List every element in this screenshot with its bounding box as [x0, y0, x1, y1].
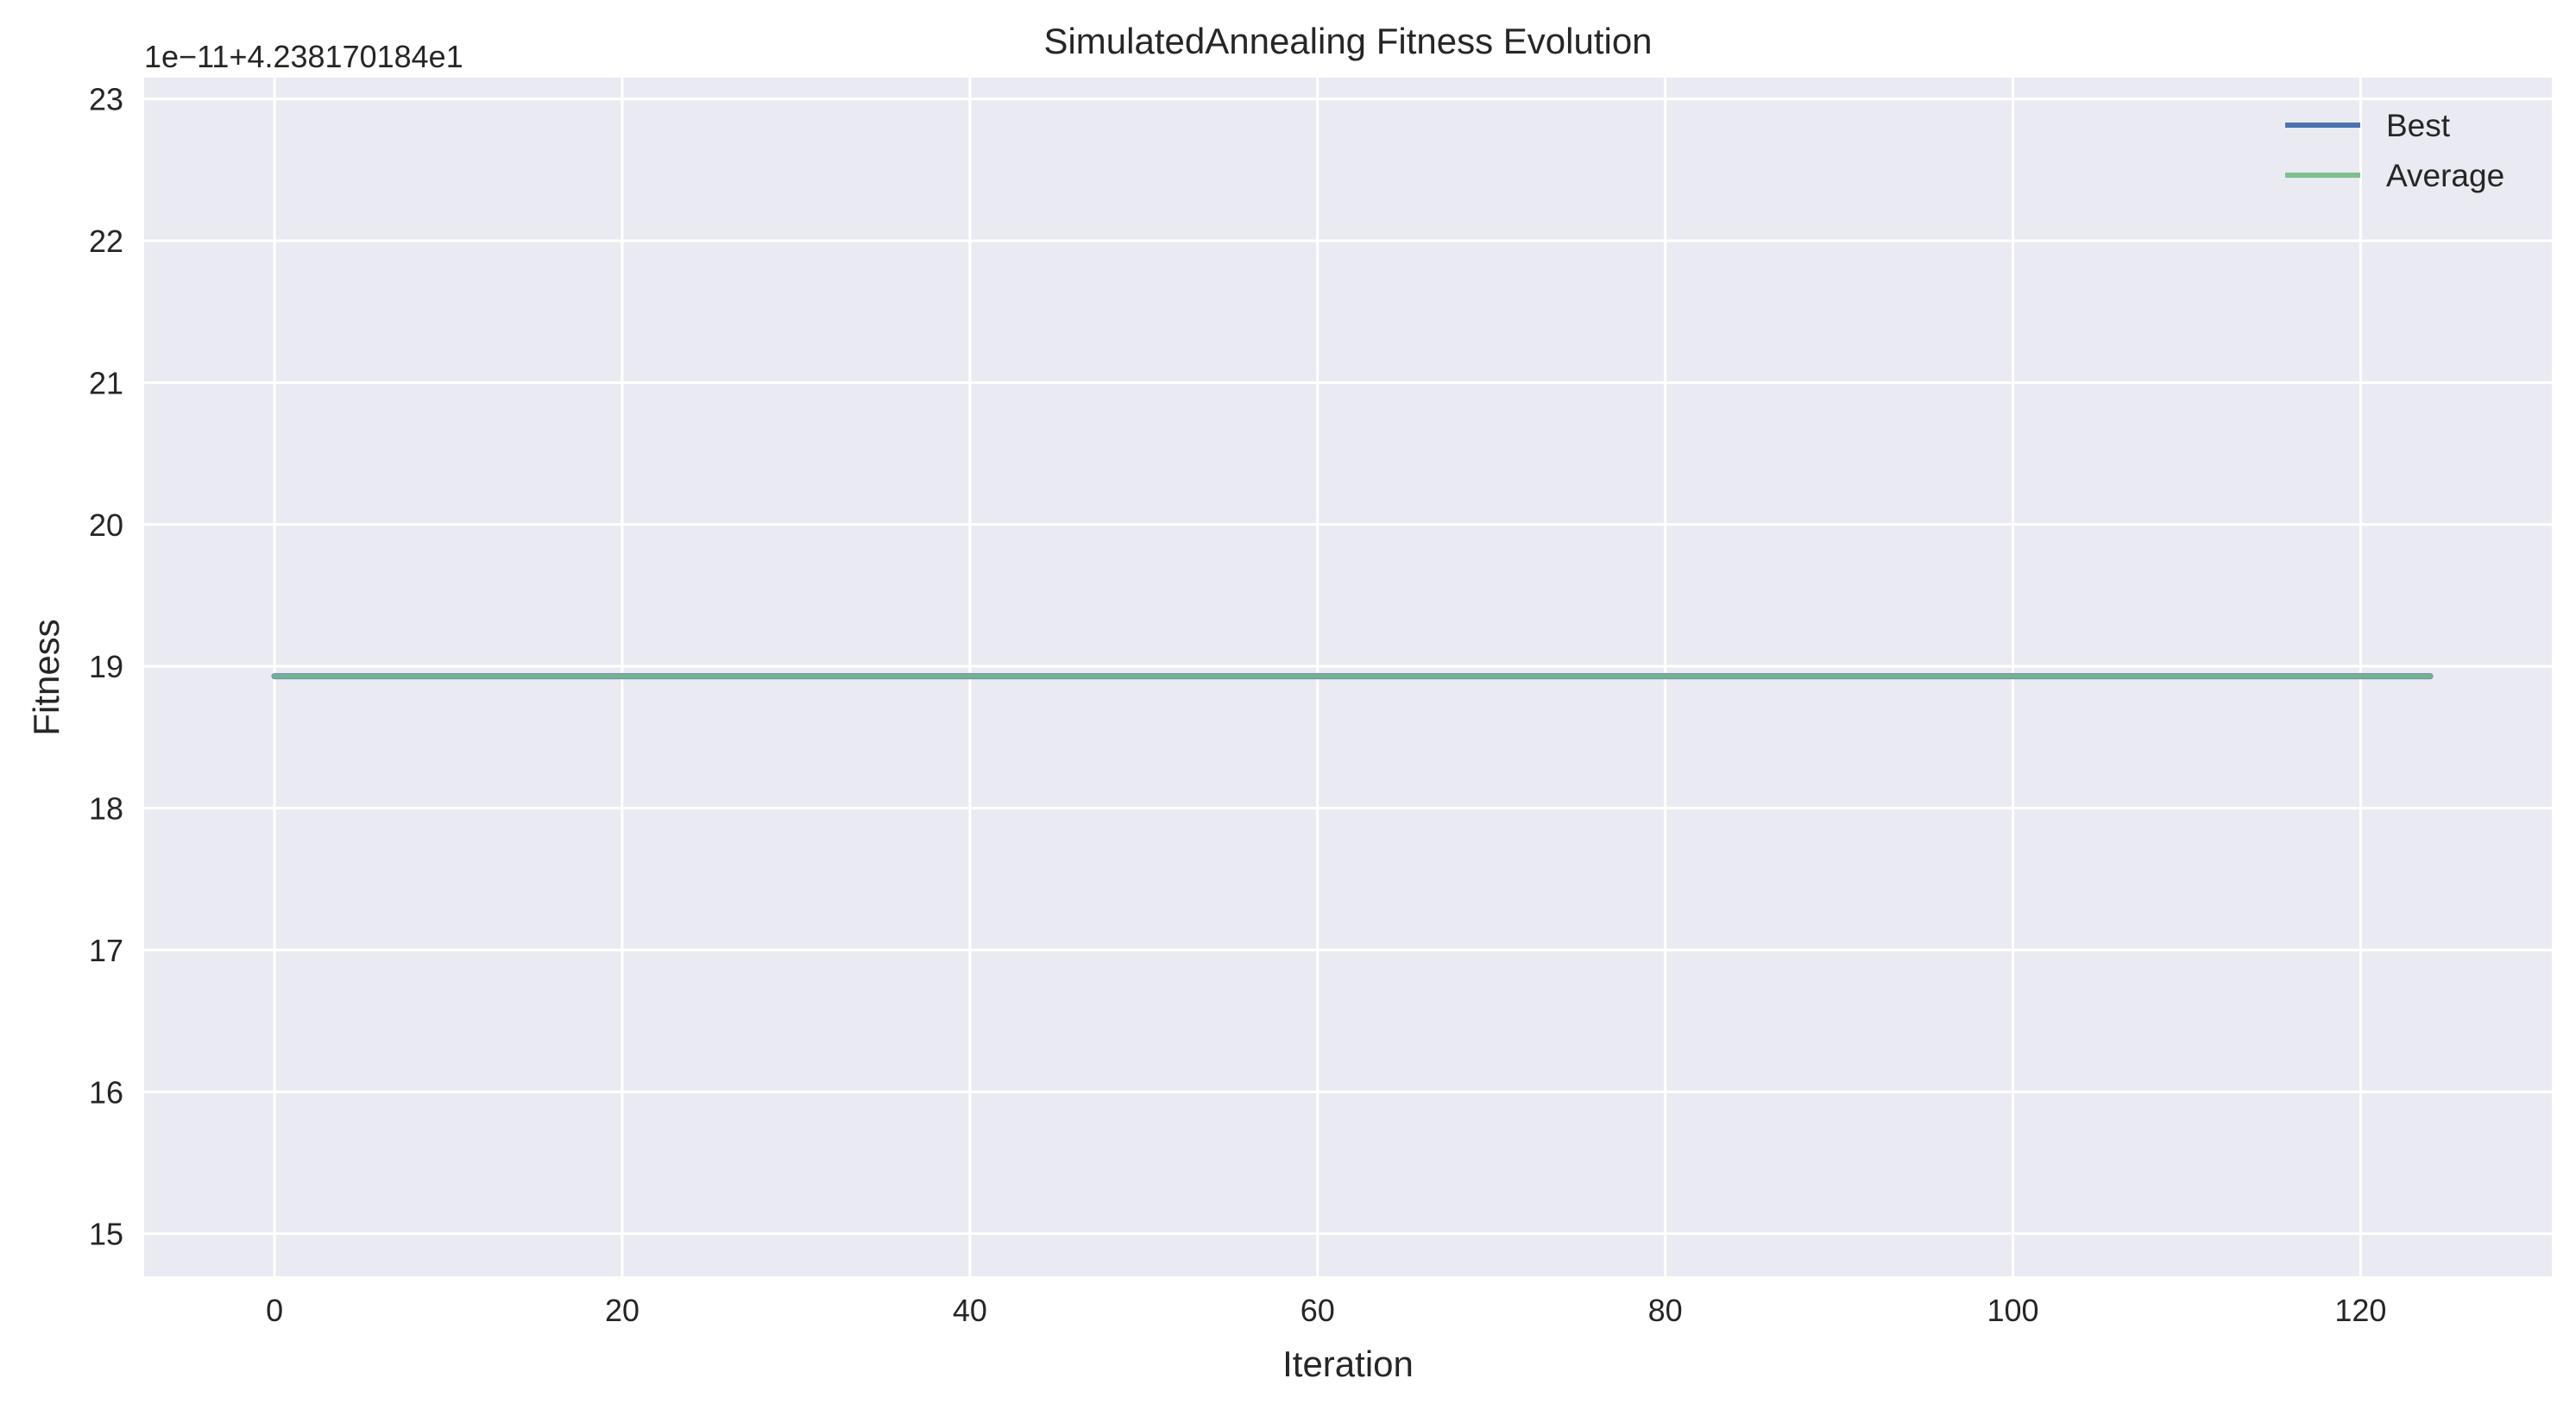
x-axis-label: Iteration	[1282, 1344, 1414, 1384]
legend-label: Average	[2386, 158, 2504, 193]
y-tick-label: 22	[89, 223, 123, 259]
y-tick-label: 18	[89, 791, 123, 827]
y-tick-label: 21	[89, 365, 123, 400]
legend-label: Best	[2386, 108, 2451, 143]
grid	[144, 78, 2552, 1276]
legend: Best Average	[2285, 108, 2504, 193]
y-tick-label: 23	[89, 82, 123, 117]
x-tick-label: 80	[1648, 1293, 1683, 1328]
y-tick-label: 15	[89, 1217, 123, 1252]
y-tick-labels: 15 16 17 18 19 20 21 22 23	[89, 82, 123, 1252]
y-offset-label: 1e−11+4.238170184e1	[144, 39, 463, 74]
x-tick-labels: 0 20 40 60 80 100 120	[266, 1293, 2386, 1328]
y-tick-label: 16	[89, 1074, 123, 1110]
y-tick-label: 17	[89, 933, 123, 968]
y-axis-label: Fitness	[26, 619, 66, 735]
x-tick-label: 40	[953, 1293, 987, 1328]
y-tick-label: 20	[89, 507, 123, 543]
x-tick-label: 20	[605, 1293, 639, 1328]
x-tick-label: 100	[1987, 1293, 2038, 1328]
x-tick-label: 60	[1301, 1293, 1335, 1328]
y-tick-label: 19	[89, 649, 123, 684]
x-tick-label: 0	[266, 1293, 283, 1328]
chart-title: SimulatedAnnealing Fitness Evolution	[1043, 21, 1652, 61]
x-tick-label: 120	[2334, 1293, 2386, 1328]
